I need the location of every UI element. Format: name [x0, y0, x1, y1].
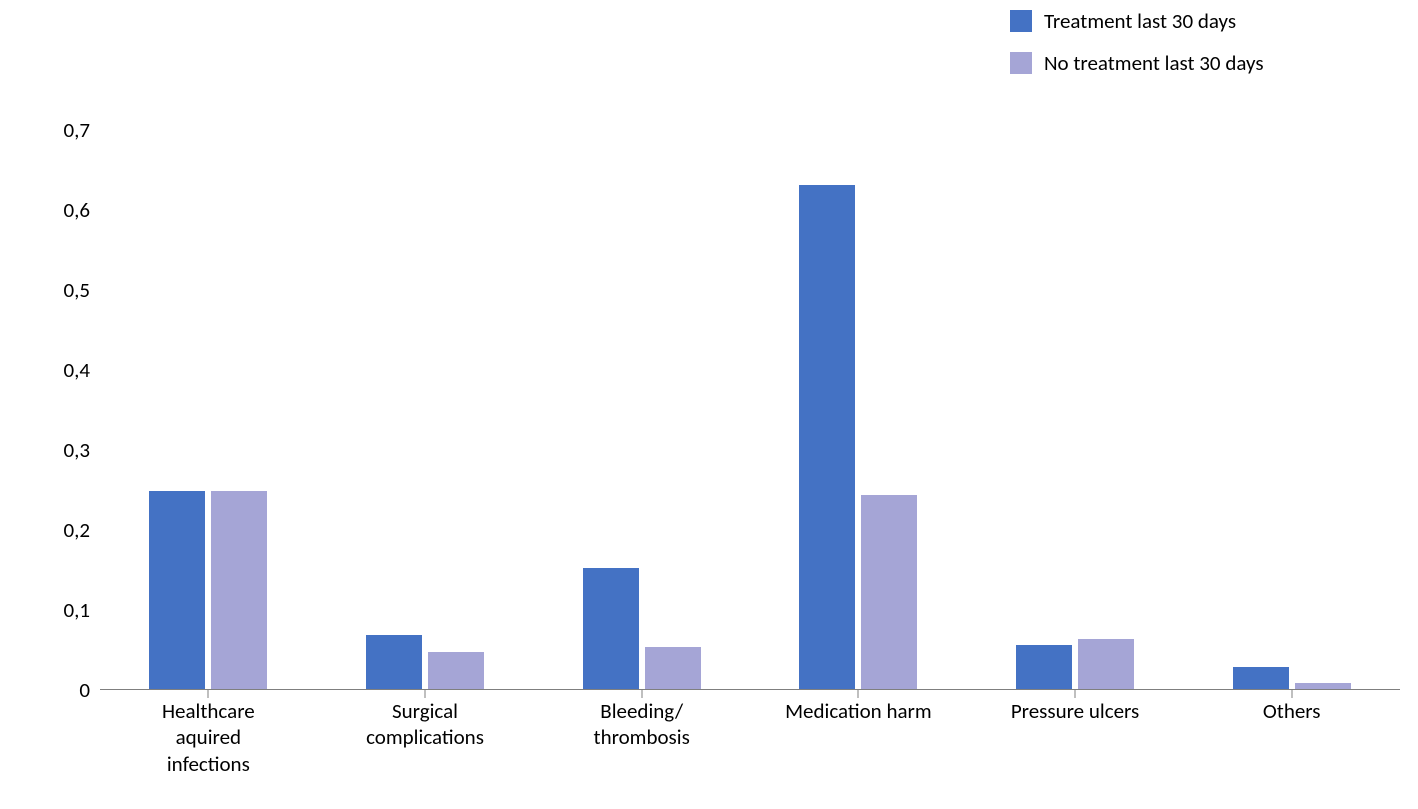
y-tick-label: 0,5	[30, 277, 90, 303]
legend-item-1: No treatment last 30 days	[1010, 50, 1264, 76]
bar	[861, 495, 917, 689]
legend-swatch-1	[1010, 52, 1032, 74]
category-group	[100, 130, 317, 690]
category-group	[317, 130, 534, 690]
category-group	[967, 130, 1184, 690]
y-tick-label: 0,1	[30, 597, 90, 623]
legend-label-0: Treatment last 30 days	[1044, 8, 1236, 34]
x-axis-line	[100, 689, 1400, 690]
bar-pair	[583, 568, 701, 689]
bar-pair	[149, 491, 267, 689]
y-tick-label: 0,4	[30, 357, 90, 383]
x-tick-mark	[641, 690, 642, 698]
y-tick-label: 0	[30, 677, 90, 703]
x-tick-mark	[425, 690, 426, 698]
x-axis-label: Pressure ulcers	[967, 698, 1184, 777]
bar	[645, 647, 701, 689]
ae-bar-chart: Treatment last 30 days No treatment last…	[0, 0, 1418, 809]
bar	[428, 652, 484, 689]
category-group	[1183, 130, 1400, 690]
legend-label-1: No treatment last 30 days	[1044, 50, 1264, 76]
legend-item-0: Treatment last 30 days	[1010, 8, 1264, 34]
bar	[149, 491, 205, 689]
x-axis-label: Healthcareaquiredinfections	[100, 698, 317, 777]
x-axis-label: Medication harm	[750, 698, 967, 777]
bar-pair	[1233, 667, 1351, 689]
bar	[583, 568, 639, 689]
y-tick-label: 0,7	[30, 117, 90, 143]
bar-pair	[799, 185, 917, 689]
bar-pair	[1016, 639, 1134, 689]
legend-swatch-0	[1010, 10, 1032, 32]
x-axis-label: Surgicalcomplications	[317, 698, 534, 777]
legend: Treatment last 30 days No treatment last…	[1010, 8, 1264, 76]
y-tick-label: 0,3	[30, 437, 90, 463]
y-tick-label: 0,6	[30, 197, 90, 223]
bar-pair	[366, 635, 484, 689]
x-tick-mark	[858, 690, 859, 698]
x-tick-mark	[208, 690, 209, 698]
bar	[799, 185, 855, 689]
y-tick-label: 0,2	[30, 517, 90, 543]
x-axis-label: Others	[1183, 698, 1400, 777]
plot-area	[100, 130, 1400, 690]
bar	[1016, 645, 1072, 689]
x-tick-mark	[1291, 690, 1292, 698]
bar	[211, 491, 267, 689]
bar	[366, 635, 422, 689]
bar	[1078, 639, 1134, 689]
x-axis-label: Bleeding/thrombosis	[533, 698, 750, 777]
bar	[1233, 667, 1289, 689]
category-group	[750, 130, 967, 690]
category-group	[533, 130, 750, 690]
x-tick-mark	[1075, 690, 1076, 698]
